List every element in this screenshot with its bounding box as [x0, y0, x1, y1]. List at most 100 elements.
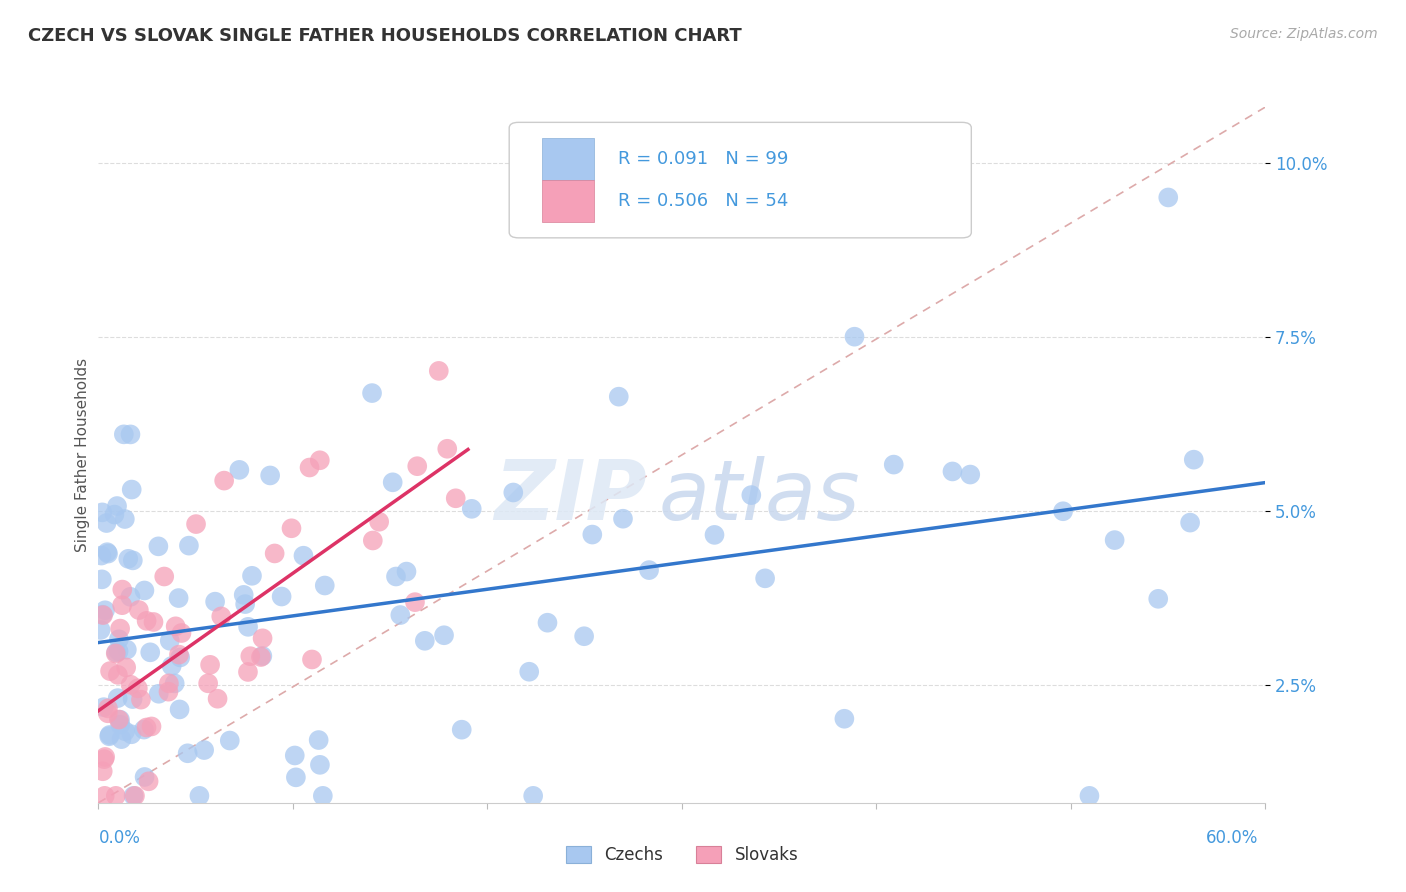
Point: [536, 615, 558, 630]
Point: [309, 757, 332, 772]
Point: [301, 652, 323, 666]
Point: [461, 501, 484, 516]
Point: [1147, 591, 1170, 606]
Point: [1157, 190, 1180, 204]
Point: [361, 386, 384, 401]
Point: [98, 664, 121, 678]
Point: [148, 539, 170, 553]
FancyBboxPatch shape: [541, 180, 595, 222]
Point: [93, 789, 115, 803]
Point: [127, 681, 149, 696]
Point: [108, 632, 131, 647]
Point: [193, 743, 215, 757]
Point: [167, 648, 190, 662]
Point: [212, 474, 235, 488]
Point: [232, 588, 254, 602]
Point: [1182, 452, 1205, 467]
Point: [883, 458, 905, 472]
Point: [284, 770, 307, 784]
Point: [308, 733, 330, 747]
Point: [122, 789, 145, 803]
Point: [250, 650, 273, 665]
Point: [142, 615, 165, 629]
Point: [115, 660, 138, 674]
Point: [427, 364, 450, 378]
Point: [120, 590, 142, 604]
Point: [114, 512, 136, 526]
Point: [107, 644, 129, 658]
Point: [120, 427, 142, 442]
Point: [160, 659, 183, 673]
Point: [91, 607, 114, 622]
Point: [103, 508, 125, 522]
Point: [135, 614, 157, 628]
Point: [959, 467, 981, 482]
Point: [433, 628, 456, 642]
Point: [97, 706, 120, 721]
Point: [148, 687, 170, 701]
Point: [236, 620, 259, 634]
Point: [105, 645, 128, 659]
Point: [117, 551, 139, 566]
Text: atlas: atlas: [658, 456, 860, 537]
Point: [395, 565, 418, 579]
Point: [108, 622, 131, 636]
Point: [406, 459, 429, 474]
Point: [104, 789, 127, 803]
Point: [129, 692, 152, 706]
Point: [436, 442, 458, 456]
Text: R = 0.506   N = 54: R = 0.506 N = 54: [617, 192, 789, 210]
Point: [135, 721, 157, 735]
Point: [139, 645, 162, 659]
Point: [280, 521, 302, 535]
Point: [502, 485, 524, 500]
Point: [108, 713, 131, 727]
Point: [111, 598, 134, 612]
Point: [91, 764, 114, 779]
Point: [167, 591, 190, 605]
Point: [312, 789, 335, 803]
Point: [157, 676, 180, 690]
Point: [134, 770, 156, 784]
Point: [198, 657, 221, 672]
Point: [112, 427, 135, 442]
Text: CZECH VS SLOVAK SINGLE FATHER HOUSEHOLDS CORRELATION CHART: CZECH VS SLOVAK SINGLE FATHER HOUSEHOLDS…: [28, 27, 742, 45]
Point: [91, 505, 114, 519]
Text: 60.0%: 60.0%: [1206, 829, 1258, 847]
Point: [1078, 789, 1101, 803]
Point: [404, 595, 426, 609]
Y-axis label: Single Father Households: Single Father Households: [75, 358, 90, 552]
Text: 0.0%: 0.0%: [98, 829, 141, 847]
Point: [361, 533, 384, 548]
Point: [157, 684, 180, 698]
Point: [236, 665, 259, 679]
Point: [413, 633, 436, 648]
Point: [165, 619, 187, 633]
Point: [308, 453, 330, 467]
Point: [581, 527, 603, 541]
Point: [96, 545, 118, 559]
Point: [197, 676, 219, 690]
Point: [259, 468, 281, 483]
Point: [703, 528, 725, 542]
Point: [184, 517, 207, 532]
Point: [834, 712, 856, 726]
Point: [110, 717, 132, 731]
Point: [252, 648, 274, 663]
Point: [90, 573, 112, 587]
Point: [93, 700, 115, 714]
Point: [368, 515, 391, 529]
Text: ZIP: ZIP: [495, 456, 647, 537]
Point: [94, 750, 117, 764]
Point: [209, 609, 232, 624]
Point: [97, 701, 120, 715]
FancyBboxPatch shape: [541, 138, 595, 180]
Point: [638, 563, 661, 577]
Point: [228, 463, 250, 477]
Point: [292, 549, 315, 563]
Point: [270, 590, 292, 604]
Point: [159, 633, 181, 648]
Point: [218, 733, 240, 747]
Point: [124, 789, 146, 803]
Point: [1052, 504, 1074, 518]
